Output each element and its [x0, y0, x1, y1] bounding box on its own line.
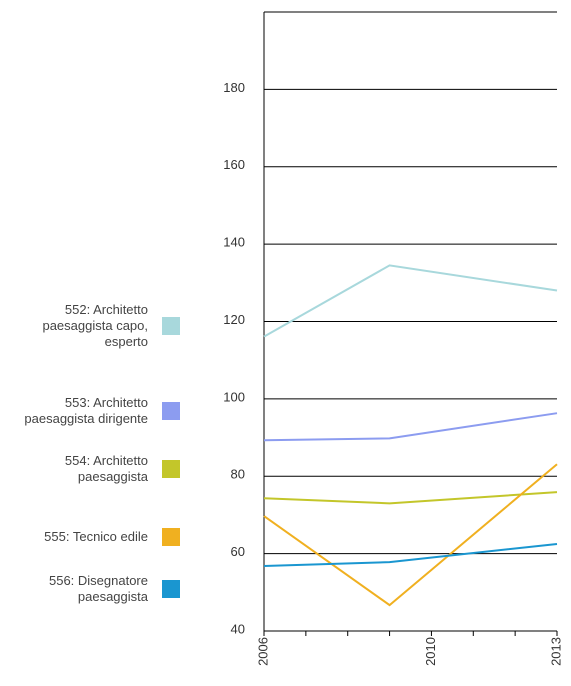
y-tick-label: 40 — [231, 621, 245, 636]
legend-swatch — [162, 317, 180, 335]
legend-swatch — [162, 460, 180, 478]
y-tick-label: 80 — [231, 467, 245, 482]
series-line — [263, 542, 558, 568]
legend-swatch — [162, 528, 180, 546]
x-tick-label: 2010 — [423, 637, 438, 666]
series-line — [263, 463, 558, 607]
series-line — [263, 412, 558, 442]
legend-swatch — [162, 580, 180, 598]
y-tick-label: 180 — [223, 80, 245, 95]
legend-label: 555: Tecnico edile — [44, 529, 148, 544]
x-tick-label: 2006 — [255, 637, 270, 666]
y-tick-label: 160 — [223, 157, 245, 172]
legend-swatch — [162, 402, 180, 420]
series-line — [263, 491, 558, 505]
series-line — [263, 264, 558, 338]
x-tick-label: 2013 — [548, 637, 563, 666]
legend-label: 553: Architetto paesaggista dirigente — [24, 395, 148, 426]
legend-label: 556: Disegnatore paesaggista — [48, 573, 148, 604]
y-tick-label: 60 — [231, 544, 245, 559]
legend-label: 554: Architetto paesaggista — [64, 453, 148, 484]
y-tick-label: 100 — [223, 389, 245, 404]
y-tick-label: 120 — [223, 312, 245, 327]
legend-label: 552: Architetto paesaggista capo, espert… — [42, 302, 148, 349]
y-tick-label: 140 — [223, 235, 245, 250]
